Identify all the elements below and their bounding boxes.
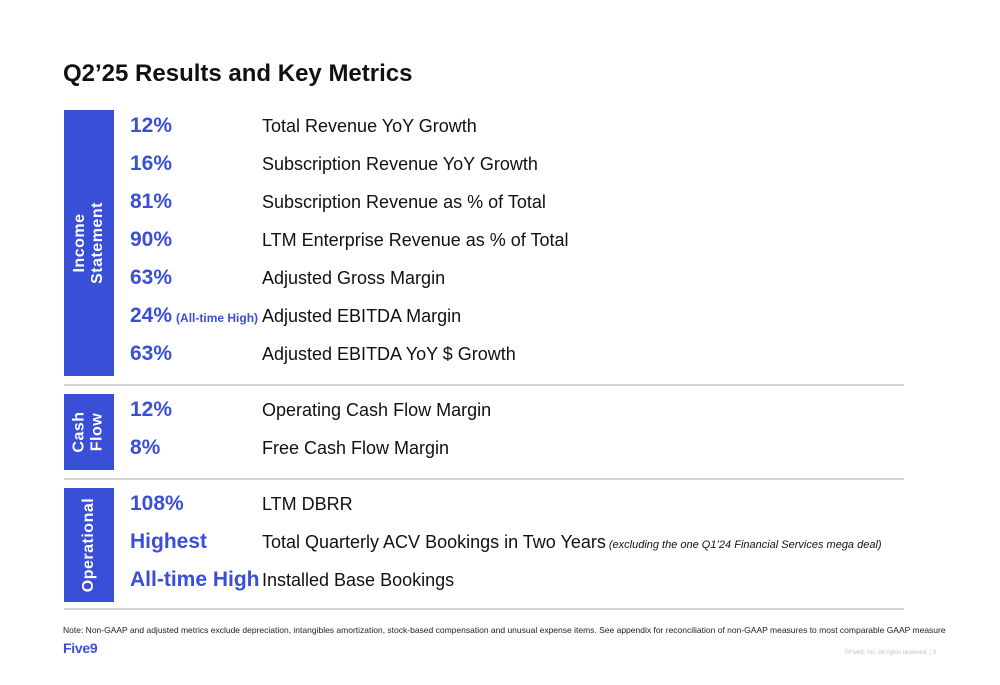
- metric-row: 63% Adjusted Gross Margin: [64, 262, 904, 300]
- metric-row: 12% Total Revenue YoY Growth: [64, 110, 904, 148]
- metric-value: 16%: [130, 152, 173, 175]
- copyright-text: ©Five9, Inc. All rights reserved. | 3: [844, 650, 936, 656]
- footnote: Note: Non-GAAP and adjusted metrics excl…: [63, 625, 946, 635]
- section-operational: Operational 108% LTM DBRR Highest Total …: [64, 488, 904, 602]
- metric-description: Free Cash Flow Margin: [262, 438, 450, 458]
- metric-description: Adjusted EBITDA YoY $ Growth: [262, 344, 516, 364]
- metric-description: Operating Cash Flow Margin: [262, 400, 492, 420]
- metric-description: Adjusted Gross Margin: [262, 268, 446, 288]
- metric-description: Subscription Revenue as % of Total: [262, 192, 546, 212]
- metric-description-with-note: Total Quarterly ACV Bookings in Two Year…: [262, 532, 882, 553]
- metric-value: 63%: [130, 266, 173, 289]
- section-cash-flow: Cash Flow 12% Operating Cash Flow Margin…: [64, 394, 904, 470]
- metric-row: 8% Free Cash Flow Margin: [64, 432, 904, 470]
- section-bar-operational: Operational: [64, 488, 114, 602]
- metric-description: LTM DBRR: [262, 494, 353, 514]
- metric-description: Adjusted EBITDA Margin: [262, 306, 462, 326]
- metric-value: 24%: [130, 304, 173, 327]
- section-divider: [64, 384, 904, 386]
- metric-value: 8%: [130, 436, 161, 459]
- description-note: (excluding the one Q1’24 Financial Servi…: [608, 539, 882, 551]
- page-title: Q2’25 Results and Key Metrics: [63, 60, 413, 87]
- section-divider: [64, 608, 904, 610]
- metric-value: 63%: [130, 342, 173, 365]
- metric-description: Subscription Revenue YoY Growth: [262, 154, 538, 174]
- metric-description: LTM Enterprise Revenue as % of Total: [262, 230, 569, 250]
- metric-note: (All-time High): [176, 311, 259, 325]
- metric-value: 90%: [130, 228, 173, 251]
- section-income-statement: Income Statement 12% Total Revenue YoY G…: [64, 110, 904, 376]
- metric-row: 90% LTM Enterprise Revenue as % of Total: [64, 224, 904, 262]
- metric-row: 81% Subscription Revenue as % of Total: [64, 186, 904, 224]
- metric-description: Total Revenue YoY Growth: [262, 116, 477, 136]
- metric-description: Installed Base Bookings: [262, 570, 455, 590]
- metric-row: 63% Adjusted EBITDA YoY $ Growth: [64, 338, 904, 376]
- metric-row: 24% (All-time High) Adjusted EBITDA Margi…: [64, 300, 904, 338]
- section-bar-cash-flow: Cash Flow: [64, 394, 114, 470]
- metric-value-with-note: 24% (All-time High): [130, 304, 258, 328]
- metric-value: 81%: [130, 190, 173, 213]
- section-divider: [64, 478, 904, 480]
- metric-row: 108% LTM DBRR: [64, 488, 904, 526]
- metric-value: 12%: [130, 398, 173, 421]
- five9-logo: Five9: [63, 640, 98, 656]
- metric-row: All-time High Installed Base Bookings: [64, 564, 904, 602]
- metric-row: 12% Operating Cash Flow Margin: [64, 394, 904, 432]
- section-bar-income-statement: Income Statement: [64, 110, 114, 376]
- metric-value: 108%: [130, 492, 184, 515]
- metric-value: All-time High: [130, 568, 260, 591]
- metric-row: Highest Total Quarterly ACV Bookings in …: [64, 526, 904, 564]
- metric-row: 16% Subscription Revenue YoY Growth: [64, 148, 904, 186]
- metric-value: Highest: [130, 530, 208, 553]
- metric-value: 12%: [130, 114, 173, 137]
- metric-description: Total Quarterly ACV Bookings in Two Year…: [262, 532, 606, 552]
